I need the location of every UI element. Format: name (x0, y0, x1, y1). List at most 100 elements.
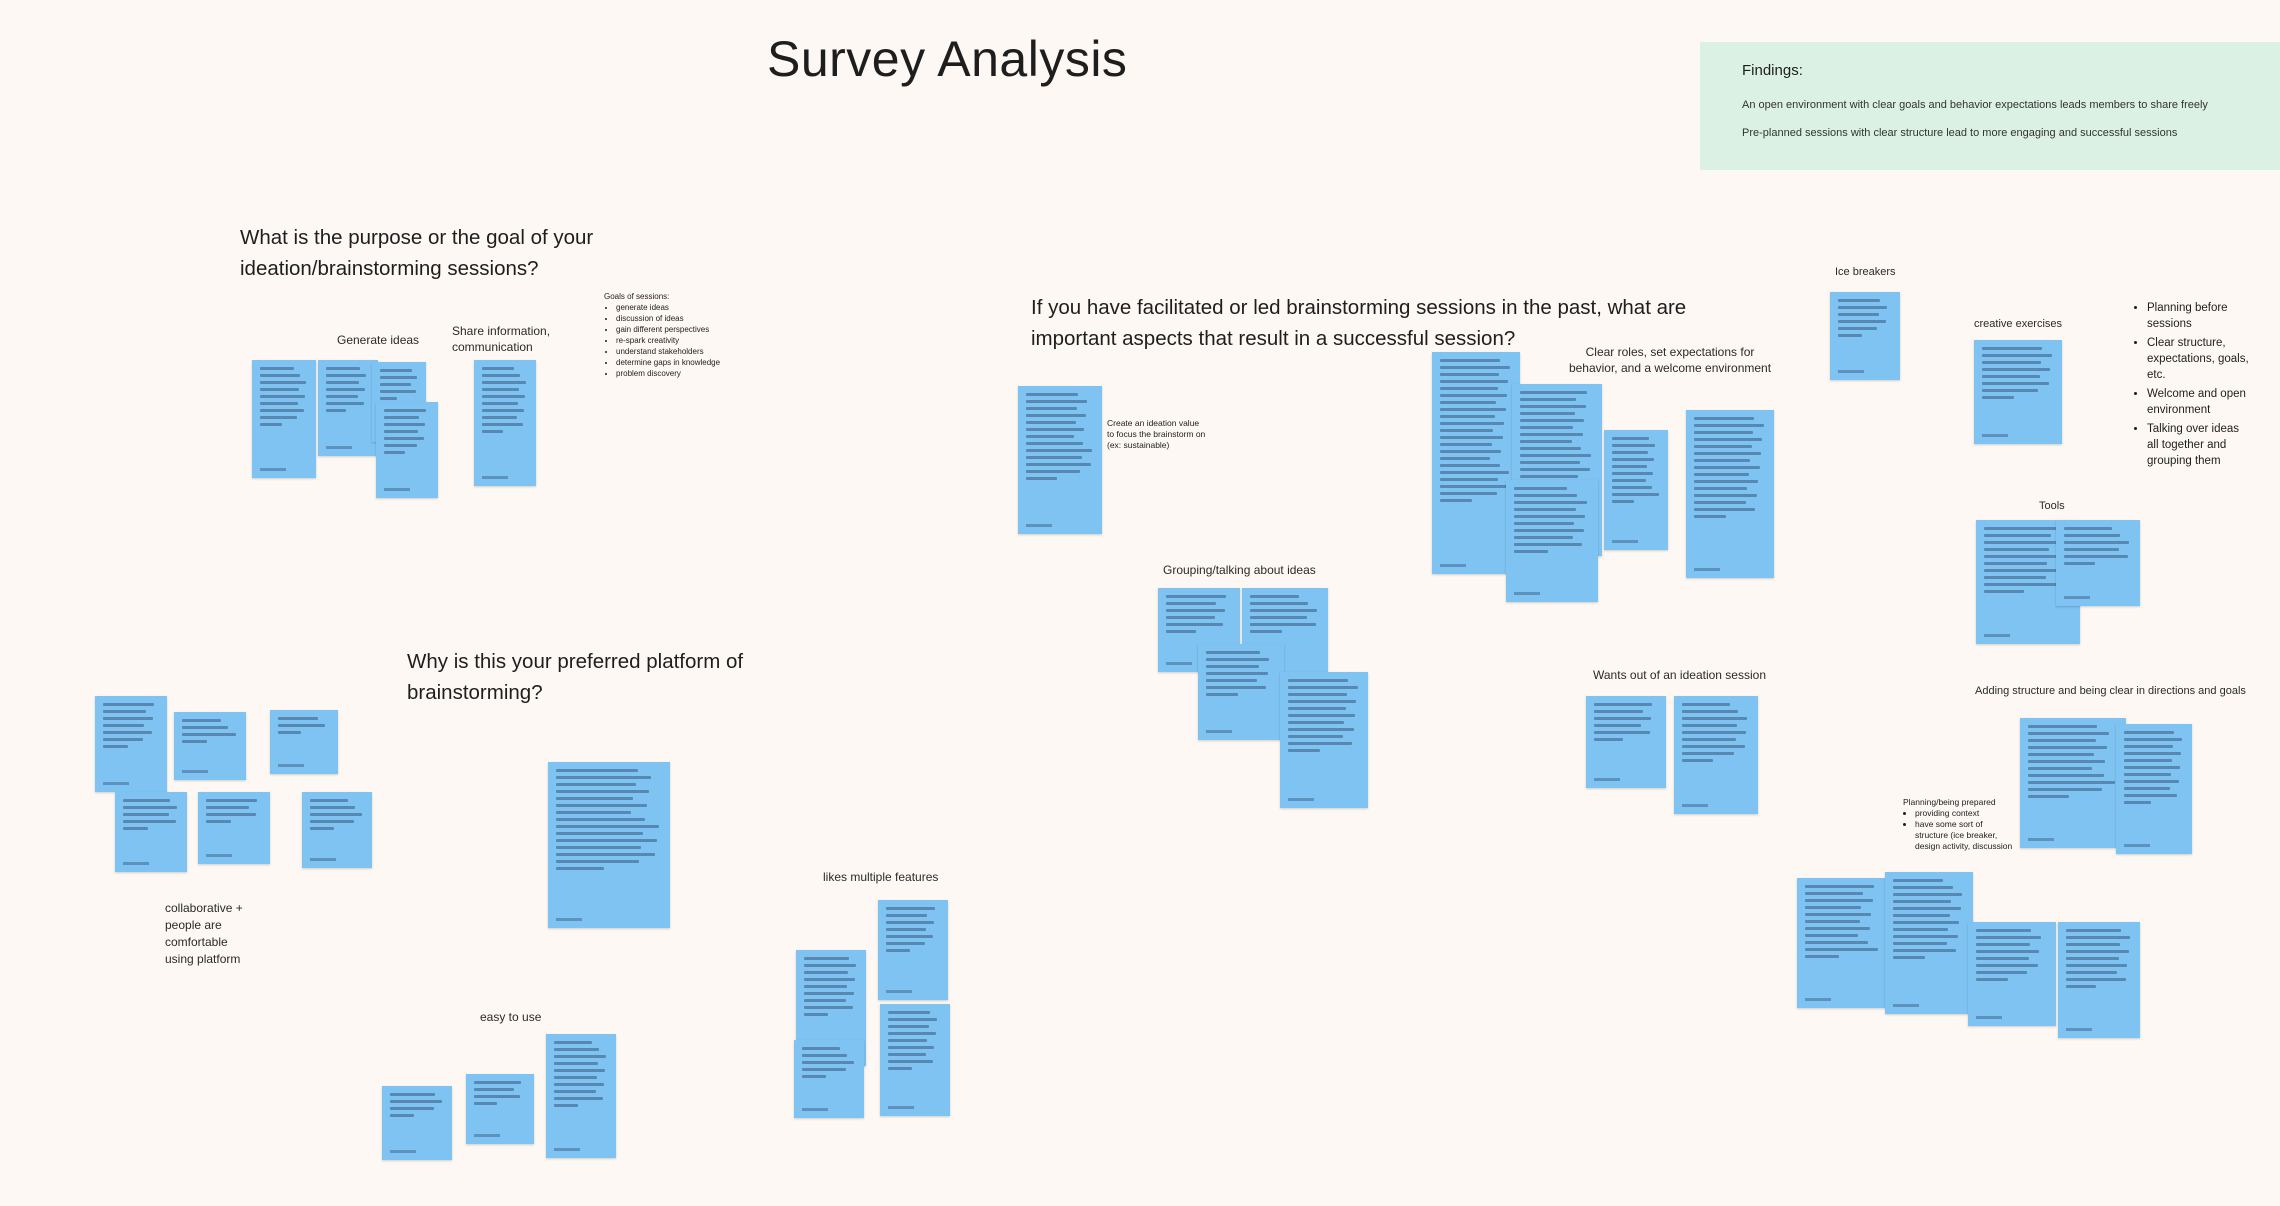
sticky-note[interactable] (1830, 292, 1900, 380)
sticky-text-line (182, 740, 208, 743)
sticky-text-line (1026, 470, 1081, 473)
sticky-note[interactable] (466, 1074, 534, 1144)
question-platform: Why is this your preferred platform of b… (407, 650, 744, 704)
sticky-text-line (123, 813, 169, 816)
sticky-text-line (182, 719, 222, 722)
sticky-note[interactable] (2020, 718, 2126, 848)
sticky-note[interactable] (548, 762, 670, 928)
sticky-text-line (326, 409, 346, 412)
sticky-note[interactable] (174, 712, 246, 780)
sticky-note[interactable] (382, 1086, 452, 1160)
sticky-note[interactable] (252, 360, 316, 478)
sticky-note[interactable] (474, 360, 536, 486)
sticky-note[interactable] (1586, 696, 1666, 788)
sticky-text-line (260, 388, 299, 391)
sticky-note[interactable] (2058, 922, 2140, 1038)
goals-list: Goals of sessions: generate ideas discus… (604, 291, 734, 379)
sticky-note[interactable] (1432, 352, 1520, 574)
sticky-author-tag (310, 858, 336, 861)
sticky-note[interactable] (1018, 386, 1102, 534)
sticky-note[interactable] (1280, 672, 1368, 808)
sticky-text-line (804, 957, 850, 960)
sticky-note[interactable] (270, 710, 338, 774)
sticky-text-line (1682, 710, 1739, 713)
sticky-text-line (1206, 672, 1268, 675)
sticky-note[interactable] (115, 792, 187, 872)
sticky-text-line (556, 853, 655, 856)
sticky-text-line (1805, 920, 1860, 923)
sticky-note[interactable] (2116, 724, 2192, 854)
sticky-note[interactable] (794, 1040, 864, 1118)
sticky-note[interactable] (1198, 644, 1284, 740)
sticky-author-tag (1982, 434, 2008, 437)
sticky-text-line (326, 367, 360, 370)
sticky-text-line (123, 827, 149, 830)
sticky-note[interactable] (1968, 922, 2056, 1026)
sticky-text-line (1514, 536, 1573, 539)
sticky-note[interactable] (878, 900, 948, 1000)
sticky-text-line (380, 369, 412, 372)
sticky-text-line (2124, 787, 2170, 790)
sticky-text-line (2028, 753, 2094, 756)
sticky-text-line (1288, 742, 1353, 745)
cluster-label: easy to use (480, 1010, 542, 1024)
sticky-text-line (1612, 458, 1655, 461)
sticky-note[interactable] (1797, 878, 1889, 1008)
sticky-note[interactable] (1604, 430, 1668, 550)
sticky-text-line (1612, 465, 1648, 468)
sticky-text-line (380, 383, 412, 386)
sticky-text-line (554, 1069, 605, 1072)
sticky-text-line (1694, 445, 1752, 448)
sticky-text-line (326, 374, 366, 377)
sticky-text-line (1682, 703, 1730, 706)
sticky-text-line (2066, 971, 2118, 974)
sticky-note[interactable] (1674, 696, 1758, 814)
sticky-text-line (556, 825, 659, 828)
sticky-text-line (1682, 759, 1713, 762)
sticky-text-line (1440, 436, 1503, 439)
sticky-text-line (206, 813, 256, 816)
goal-item: determine gaps in knowledge (616, 357, 734, 368)
sticky-text-line (2064, 527, 2112, 530)
sticky-note[interactable] (2056, 520, 2140, 606)
sticky-text-line (1440, 359, 1501, 362)
sticky-note[interactable] (1686, 410, 1774, 578)
findings-box[interactable]: Findings: An open environment with clear… (1700, 42, 2280, 170)
sticky-text-line (1805, 927, 1870, 930)
sticky-text-line (103, 717, 153, 720)
sticky-text-line (1594, 731, 1650, 734)
sticky-note[interactable] (546, 1034, 616, 1158)
sticky-note[interactable] (318, 360, 378, 456)
sticky-text-line (1982, 375, 2040, 378)
sticky-text-line (2064, 534, 2121, 537)
sticky-text-line (260, 416, 297, 419)
sticky-note[interactable] (1974, 340, 2062, 444)
sticky-text-line (1520, 412, 1575, 415)
sticky-text-line (380, 390, 417, 393)
sticky-text-line (1982, 347, 2043, 350)
sticky-text-line (1984, 590, 2024, 593)
sticky-text-line (1166, 595, 1227, 598)
sticky-note[interactable] (880, 1004, 950, 1116)
sticky-text-line (2124, 780, 2179, 783)
sticky-note[interactable] (1885, 872, 1973, 1014)
sticky-text-line (1682, 724, 1738, 727)
sticky-note[interactable] (376, 402, 438, 498)
sticky-text-line (474, 1095, 521, 1098)
sticky-text-line (1166, 623, 1224, 626)
sticky-author-tag (554, 1148, 580, 1151)
sticky-note[interactable] (95, 696, 167, 792)
cluster-label: Share information, communication (452, 324, 551, 354)
sticky-note[interactable] (302, 792, 372, 868)
sticky-text-line (1694, 508, 1756, 511)
sticky-note[interactable] (1506, 480, 1598, 602)
sticky-text-line (390, 1114, 415, 1117)
sticky-text-line (1893, 956, 1926, 959)
sticky-text-line (103, 710, 146, 713)
sticky-text-line (1984, 534, 2051, 537)
sticky-text-line (1520, 398, 1577, 401)
sticky-note[interactable] (198, 792, 270, 864)
sticky-text-line (482, 430, 503, 433)
sticky-text-line (1520, 475, 1579, 478)
board-title: Survey Analysis (767, 31, 1128, 87)
